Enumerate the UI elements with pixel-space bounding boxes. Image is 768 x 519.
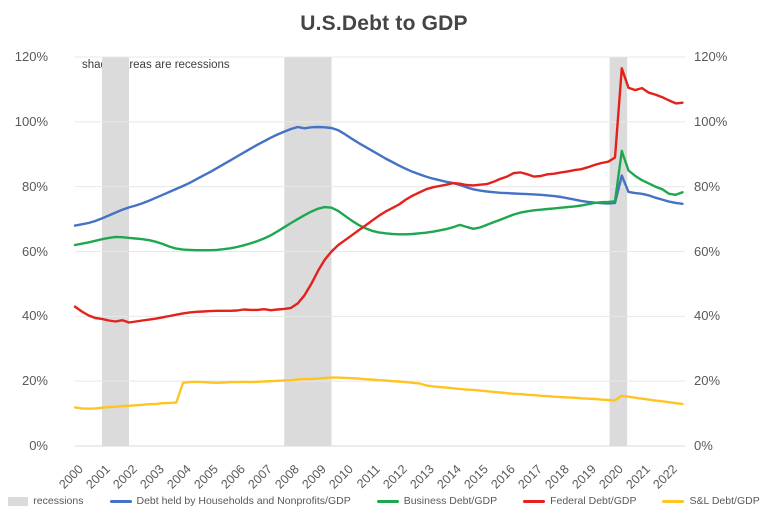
series-line-3 xyxy=(73,376,684,410)
legend-swatch-patch xyxy=(8,496,29,506)
legend-label: S&L Debt/GDP xyxy=(689,495,760,507)
y-tick-label-right: 60% xyxy=(694,243,721,259)
y-tick-label-right: 120% xyxy=(694,49,728,64)
y-tick-label-left: 60% xyxy=(21,243,48,259)
series-line-0 xyxy=(73,125,684,227)
series-line-1 xyxy=(73,149,684,252)
chart-title: U.S.Debt to GDP xyxy=(300,12,468,35)
legend-swatch-line xyxy=(109,499,132,503)
y-tick-label-right: 20% xyxy=(694,373,721,389)
legend-label: Federal Debt/GDP xyxy=(550,495,637,507)
y-tick-label-right: 100% xyxy=(694,113,728,129)
legend: recessions Debt held by Households and No… xyxy=(0,495,768,507)
legend-label: recessions xyxy=(33,495,84,507)
legend-item-3: Federal Debt/GDP xyxy=(523,495,636,507)
legend-swatch-line xyxy=(523,499,546,503)
y-tick-label-right: 40% xyxy=(694,308,721,324)
y-tick-label-left: 40% xyxy=(21,308,48,324)
y-tick-label-right: 0% xyxy=(694,438,713,453)
y-tick-label-left: 100% xyxy=(14,113,48,129)
legend-swatch-line xyxy=(662,499,685,503)
legend-label: Debt held by Households and Nonprofits/G… xyxy=(136,495,351,507)
series-line-2 xyxy=(73,67,684,324)
y-tick-label-right: 80% xyxy=(694,178,721,194)
legend-item-4: S&L Debt/GDP xyxy=(662,495,760,507)
y-tick-label-left: 120% xyxy=(14,49,48,64)
y-tick-label-left: 20% xyxy=(21,373,48,389)
legend-item-1: Debt held by Households and Nonprofits/G… xyxy=(109,495,351,507)
legend-item-0: recessions xyxy=(8,495,84,507)
legend-label: Business Debt/GDP xyxy=(403,495,498,507)
legend-item-2: Business Debt/GDP xyxy=(376,495,498,507)
y-tick-label-left: 0% xyxy=(29,438,48,453)
legend-swatch-line xyxy=(376,499,399,503)
y-tick-label-left: 80% xyxy=(21,178,48,194)
